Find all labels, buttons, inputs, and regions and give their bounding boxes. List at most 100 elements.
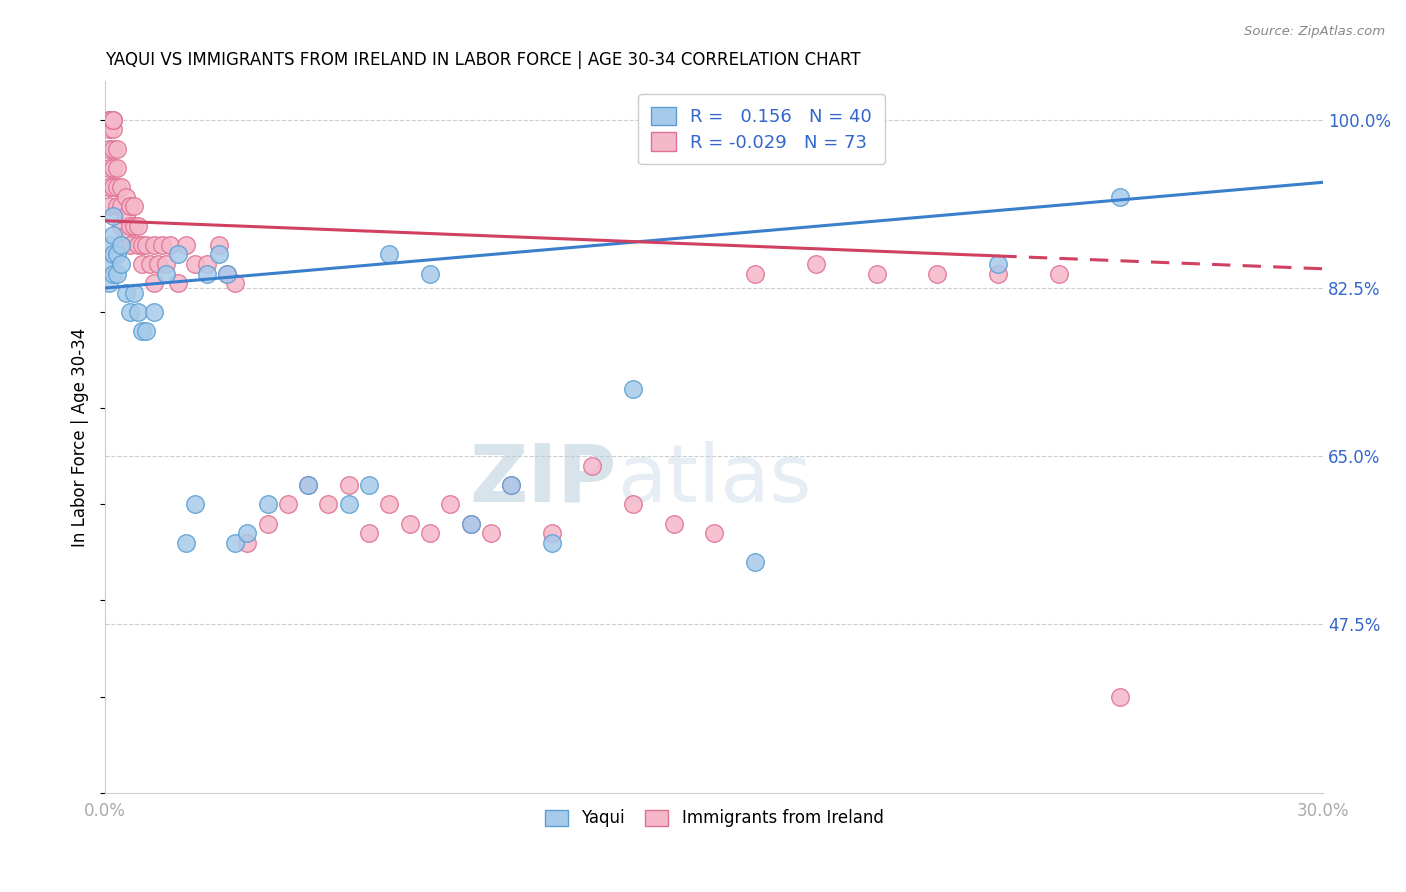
Point	[98, 237, 121, 252]
Point	[131, 237, 153, 252]
Point	[139, 257, 162, 271]
Point	[277, 497, 299, 511]
Point	[359, 526, 381, 541]
Point	[103, 267, 125, 281]
Point	[105, 247, 128, 261]
Point	[439, 497, 461, 511]
Point	[105, 161, 128, 175]
Point	[256, 497, 278, 511]
Point	[1109, 190, 1132, 204]
Point	[987, 267, 1010, 281]
Text: ZIP: ZIP	[470, 441, 617, 518]
Point	[337, 497, 360, 511]
Point	[804, 257, 827, 271]
Point	[105, 199, 128, 213]
Point	[208, 247, 231, 261]
Point	[236, 526, 259, 541]
Point	[215, 267, 238, 281]
Point	[98, 276, 121, 290]
Point	[103, 112, 125, 127]
Point	[114, 190, 136, 204]
Point	[167, 247, 190, 261]
Point	[103, 228, 125, 243]
Point	[621, 382, 644, 396]
Point	[103, 247, 125, 261]
Point	[744, 267, 766, 281]
Point	[131, 257, 153, 271]
Point	[256, 516, 278, 531]
Point	[398, 516, 420, 531]
Point	[183, 257, 205, 271]
Point	[110, 180, 132, 194]
Point	[98, 161, 121, 175]
Point	[378, 247, 401, 261]
Point	[195, 257, 218, 271]
Point	[987, 257, 1010, 271]
Point	[105, 142, 128, 156]
Point	[744, 555, 766, 569]
Point	[1047, 267, 1070, 281]
Point	[98, 257, 121, 271]
Point	[581, 458, 603, 473]
Point	[103, 122, 125, 136]
Point	[297, 478, 319, 492]
Point	[159, 237, 181, 252]
Point	[208, 237, 231, 252]
Point	[98, 142, 121, 156]
Point	[236, 535, 259, 549]
Point	[501, 478, 523, 492]
Point	[122, 285, 145, 300]
Point	[103, 142, 125, 156]
Point	[359, 478, 381, 492]
Point	[865, 267, 887, 281]
Y-axis label: In Labor Force | Age 30-34: In Labor Force | Age 30-34	[72, 327, 89, 547]
Point	[224, 276, 246, 290]
Point	[118, 305, 141, 319]
Point	[297, 478, 319, 492]
Point	[621, 497, 644, 511]
Point	[927, 267, 949, 281]
Point	[540, 526, 562, 541]
Text: Source: ZipAtlas.com: Source: ZipAtlas.com	[1244, 25, 1385, 38]
Text: atlas: atlas	[617, 441, 811, 518]
Point	[98, 122, 121, 136]
Point	[105, 267, 128, 281]
Point	[155, 267, 177, 281]
Point	[114, 285, 136, 300]
Point	[142, 305, 165, 319]
Point	[378, 497, 401, 511]
Point	[419, 267, 441, 281]
Point	[110, 237, 132, 252]
Point	[703, 526, 725, 541]
Point	[122, 219, 145, 233]
Point	[118, 199, 141, 213]
Point	[110, 219, 132, 233]
Point	[540, 535, 562, 549]
Point	[318, 497, 340, 511]
Point	[460, 516, 482, 531]
Point	[103, 112, 125, 127]
Point	[98, 180, 121, 194]
Point	[146, 257, 169, 271]
Point	[142, 276, 165, 290]
Point	[155, 257, 177, 271]
Point	[98, 112, 121, 127]
Point	[110, 257, 132, 271]
Point	[118, 219, 141, 233]
Point	[127, 237, 149, 252]
Point	[105, 180, 128, 194]
Point	[662, 516, 685, 531]
Point	[135, 237, 157, 252]
Point	[176, 535, 198, 549]
Point	[98, 199, 121, 213]
Legend: Yaqui, Immigrants from Ireland: Yaqui, Immigrants from Ireland	[538, 803, 890, 834]
Point	[110, 199, 132, 213]
Point	[183, 497, 205, 511]
Point	[114, 209, 136, 223]
Point	[215, 267, 238, 281]
Point	[103, 161, 125, 175]
Point	[1109, 690, 1132, 704]
Point	[337, 478, 360, 492]
Point	[195, 267, 218, 281]
Point	[103, 180, 125, 194]
